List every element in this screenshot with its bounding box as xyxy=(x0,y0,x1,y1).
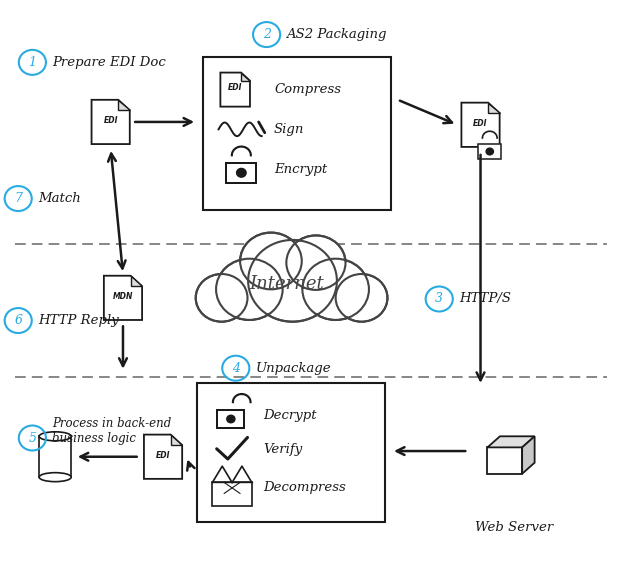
Circle shape xyxy=(196,274,248,321)
Circle shape xyxy=(227,415,235,423)
Text: Verify: Verify xyxy=(264,444,303,457)
Text: Process in back-end
business logic: Process in back-end business logic xyxy=(52,417,171,445)
Text: Prepare EDI Doc: Prepare EDI Doc xyxy=(52,56,166,69)
Polygon shape xyxy=(488,448,522,474)
Text: EDI: EDI xyxy=(156,450,170,460)
Text: EDI: EDI xyxy=(473,119,488,128)
Text: Match: Match xyxy=(38,192,81,205)
Text: 1: 1 xyxy=(29,56,36,69)
Circle shape xyxy=(337,276,386,320)
Polygon shape xyxy=(212,482,252,506)
Circle shape xyxy=(251,242,334,319)
Text: MDN: MDN xyxy=(113,292,133,301)
Circle shape xyxy=(240,233,302,289)
FancyBboxPatch shape xyxy=(478,144,501,159)
Text: HTTP Reply: HTTP Reply xyxy=(38,314,119,327)
Text: 7: 7 xyxy=(14,192,22,205)
Polygon shape xyxy=(488,103,499,113)
Polygon shape xyxy=(462,103,499,147)
Circle shape xyxy=(242,234,300,288)
Polygon shape xyxy=(91,100,130,144)
Polygon shape xyxy=(488,436,535,448)
FancyBboxPatch shape xyxy=(226,163,256,183)
Circle shape xyxy=(286,236,345,290)
Polygon shape xyxy=(220,73,250,107)
Text: HTTP/S: HTTP/S xyxy=(459,292,511,305)
Polygon shape xyxy=(522,436,535,474)
Text: Decrypt: Decrypt xyxy=(264,409,317,422)
Circle shape xyxy=(336,274,388,321)
Text: 4: 4 xyxy=(232,362,240,375)
FancyBboxPatch shape xyxy=(217,410,244,429)
Text: Encrypt: Encrypt xyxy=(274,163,327,175)
Text: EDI: EDI xyxy=(228,84,243,92)
Ellipse shape xyxy=(39,473,71,482)
Text: 5: 5 xyxy=(29,431,36,445)
Circle shape xyxy=(302,258,369,320)
Polygon shape xyxy=(104,276,142,320)
Polygon shape xyxy=(118,100,130,111)
Text: EDI: EDI xyxy=(103,116,118,125)
FancyBboxPatch shape xyxy=(39,436,71,477)
Circle shape xyxy=(218,261,281,318)
FancyBboxPatch shape xyxy=(197,383,385,522)
Text: Unpackage: Unpackage xyxy=(256,362,331,375)
Circle shape xyxy=(236,168,246,177)
Circle shape xyxy=(304,261,367,318)
Polygon shape xyxy=(131,276,142,286)
Text: Compress: Compress xyxy=(274,83,341,96)
Text: Sign: Sign xyxy=(274,123,304,136)
Text: Internet: Internet xyxy=(249,274,323,293)
Circle shape xyxy=(288,237,344,288)
Text: 2: 2 xyxy=(262,28,271,41)
Polygon shape xyxy=(144,434,182,479)
Polygon shape xyxy=(241,73,250,81)
Ellipse shape xyxy=(39,432,71,441)
Text: 6: 6 xyxy=(14,314,22,327)
Polygon shape xyxy=(170,434,182,445)
Circle shape xyxy=(197,276,246,320)
Circle shape xyxy=(216,258,282,320)
Text: AS2 Packaging: AS2 Packaging xyxy=(286,28,387,41)
Text: Decompress: Decompress xyxy=(264,481,346,494)
Circle shape xyxy=(486,148,493,155)
Text: 3: 3 xyxy=(435,292,443,305)
Text: Web Server: Web Server xyxy=(475,521,554,534)
Circle shape xyxy=(248,240,337,321)
FancyBboxPatch shape xyxy=(203,57,391,210)
